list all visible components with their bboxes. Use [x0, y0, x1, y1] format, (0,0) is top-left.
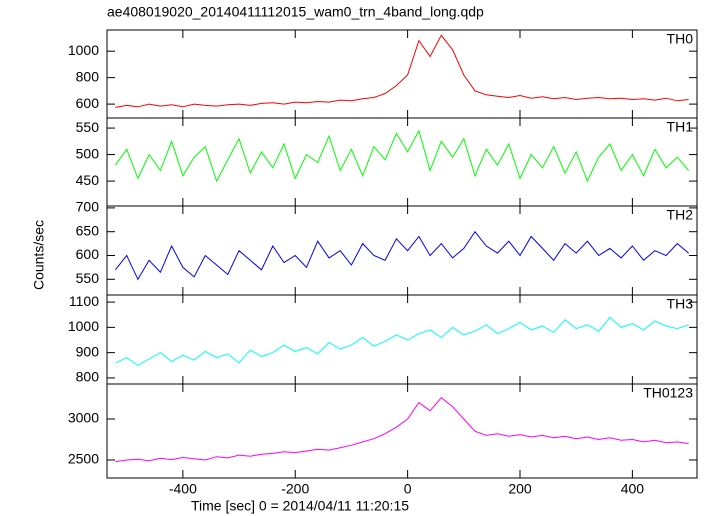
y-tick-label: 600: [76, 246, 100, 262]
y-tick-label: 450: [76, 172, 100, 188]
y-tick-label: 3000: [68, 410, 99, 426]
y-tick-label: 1000: [68, 42, 99, 58]
series-line: [114, 129, 689, 183]
x-tick-label: -200: [281, 481, 309, 497]
y-axis-label: Counts/sec: [31, 220, 47, 290]
panel-label: TH1: [667, 119, 694, 135]
y-tick-label: 1100: [69, 293, 99, 309]
y-tick-label: 550: [76, 270, 100, 286]
panel-frame: [106, 29, 698, 119]
panel-frame: [106, 205, 698, 296]
series-line: [115, 34, 689, 108]
series-line: [115, 316, 689, 366]
series-line: [115, 397, 689, 463]
y-tick-label: 2500: [68, 451, 99, 467]
panel-frame: [106, 383, 698, 479]
panel-frame: [106, 117, 698, 207]
y-tick-label: 900: [76, 343, 100, 359]
series-line: [115, 230, 689, 281]
chart-title: ae408019020_20140411112015_wam0_trn_4ban…: [107, 4, 484, 20]
y-tick-label: 700: [76, 199, 100, 215]
x-axis-label: Time [sec] 0 = 2014/04/11 11:20:15: [191, 498, 409, 514]
panel-label: TH3: [667, 296, 694, 312]
y-tick-label: 1000: [68, 318, 99, 334]
y-tick-label: 800: [76, 369, 100, 385]
panel-label: TH0123: [643, 385, 693, 401]
y-tick-label: 650: [76, 222, 100, 238]
panel-label: TH0: [667, 31, 694, 47]
x-tick-label: 0: [404, 481, 412, 497]
y-tick-label: 500: [76, 145, 100, 161]
x-tick-label: 400: [621, 481, 645, 497]
panel-frame: [106, 294, 698, 385]
x-tick-label: -400: [169, 481, 197, 497]
panel-label: TH2: [667, 207, 694, 223]
y-tick-label: 800: [76, 68, 100, 84]
y-tick-label: 550: [76, 119, 100, 135]
x-tick-label: 200: [508, 481, 532, 497]
y-tick-label: 600: [76, 95, 100, 111]
